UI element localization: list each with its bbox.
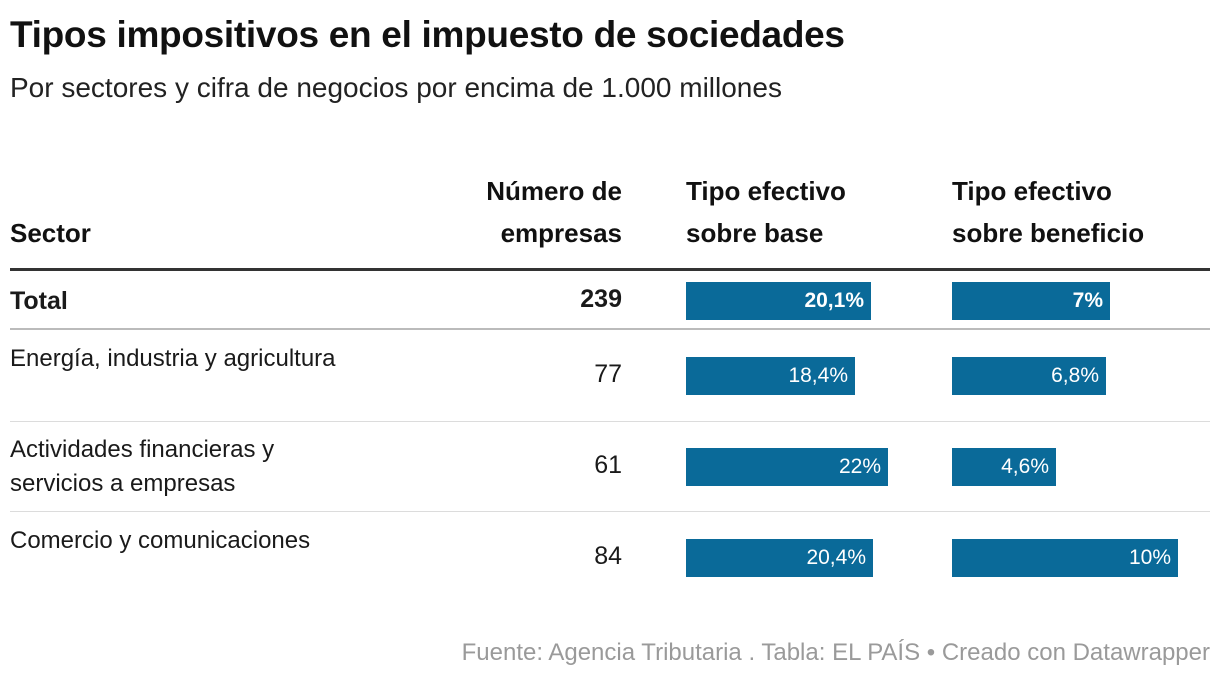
bar-tipo-base: 20,4% xyxy=(686,539,873,577)
row-empresas-value: 77 xyxy=(594,360,622,388)
table-row: Total 239 20,1% 7% xyxy=(10,272,1210,330)
row-sector-label: Actividades financieras y servicios a em… xyxy=(10,436,275,497)
header-rule xyxy=(10,268,1210,271)
bar-tipo-base-label: 20,1% xyxy=(804,289,864,312)
bar-tipo-base: 22% xyxy=(686,448,888,486)
bar-tipo-beneficio-label: 10% xyxy=(1128,546,1171,569)
row-sector-label: Comercio y comunicaciones xyxy=(10,527,311,554)
column-header-sector: Sector xyxy=(10,218,91,248)
row-sector-label: Total xyxy=(10,287,68,315)
bar-tipo-base: 18,4% xyxy=(686,357,855,395)
bar-tipo-base-label: 20,4% xyxy=(806,546,866,569)
bar-tipo-beneficio: 10% xyxy=(952,539,1178,577)
column-header-empresas: Número de empresas xyxy=(362,170,622,254)
row-divider xyxy=(10,328,1210,330)
table-row: Energía, industria y agricultura 77 18,4% 6… xyxy=(10,330,1210,422)
bar-tipo-beneficio: 4,6% xyxy=(952,448,1056,486)
row-sector-label: Energía, industria y agricultura xyxy=(10,345,336,372)
column-header-tipo-base: Tipo efectivo sobre base xyxy=(686,170,926,254)
table-row: Actividades financieras y servicios a em… xyxy=(10,422,1210,512)
row-divider xyxy=(10,421,1210,422)
bar-tipo-base-label: 22% xyxy=(838,455,881,478)
row-empresas-value: 84 xyxy=(594,542,622,570)
row-empresas-value: 239 xyxy=(580,285,622,313)
row-divider xyxy=(10,511,1210,512)
bar-tipo-beneficio-label: 6,8% xyxy=(1051,364,1099,387)
bar-tipo-beneficio-label: 4,6% xyxy=(1001,455,1049,478)
column-header-tipo-beneficio: Tipo efectivo sobre beneficio xyxy=(952,170,1212,254)
column-header-tipo-beneficio-line2: sobre beneficio xyxy=(952,218,1145,248)
bar-tipo-beneficio-label: 7% xyxy=(1072,289,1103,312)
footer-source: Fuente: Agencia Tributaria . Tabla: EL P… xyxy=(461,639,1210,666)
bar-tipo-beneficio: 7% xyxy=(952,282,1110,320)
column-header-tipo-beneficio-line1: Tipo efectivo xyxy=(952,176,1112,206)
bar-tipo-base: 20,1% xyxy=(686,282,871,320)
row-empresas-value: 61 xyxy=(594,451,622,479)
chart-subtitle: Por sectores y cifra de negocios por enc… xyxy=(10,72,782,103)
column-header-empresas-line1: Número de xyxy=(486,176,622,206)
bar-tipo-base-label: 18,4% xyxy=(788,364,848,387)
column-header-tipo-base-line1: Tipo efectivo xyxy=(686,176,846,206)
column-header-empresas-line2: empresas xyxy=(500,218,622,248)
column-header-tipo-base-line2: sobre base xyxy=(686,218,824,248)
bar-tipo-beneficio: 6,8% xyxy=(952,357,1106,395)
table-row: Comercio y comunicaciones 84 20,4% 10% xyxy=(10,512,1210,604)
chart-title: Tipos impositivos en el impuesto de soci… xyxy=(10,14,845,55)
